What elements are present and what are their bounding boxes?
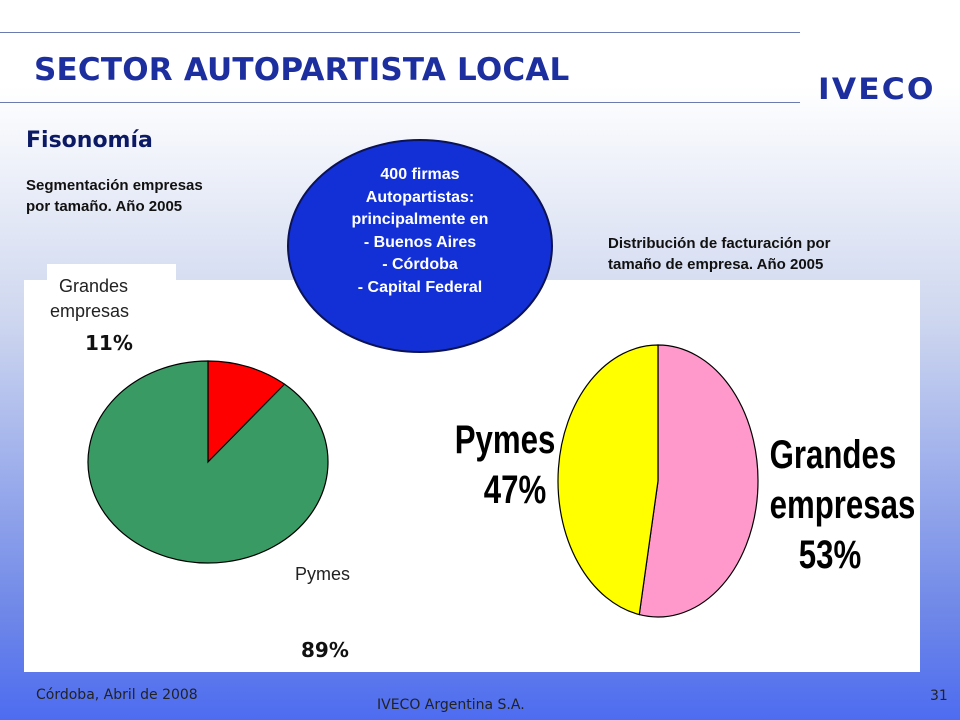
right-chart-caption-line: Distribución de facturación por <box>608 235 831 252</box>
callout-text: 400 firmas Autopartistas: principalmente… <box>305 164 535 299</box>
pie1-label-pymes: Pymes <box>295 564 351 584</box>
pie2-label-pymes: Pymes <box>454 418 556 462</box>
iveco-logo: IVECO <box>818 72 936 106</box>
pie2-value-grandes: 53% <box>798 533 862 577</box>
pie2-slice-pymes <box>557 344 659 616</box>
left-chart-caption-line: por tamaño. Año 2005 <box>26 198 183 215</box>
pie1-label-grandes-line: empresas <box>50 301 130 321</box>
callout-line: principalmente en <box>351 211 489 228</box>
right-chart-caption-line: tamaño de empresa. Año 2005 <box>608 256 824 273</box>
page-title: SECTOR AUTOPARTISTA LOCAL <box>34 52 570 88</box>
pie1-slice-grandes <box>207 360 286 464</box>
pie2-label-grandes: Grandes empresas <box>769 430 916 530</box>
pie2-label-grandes-line: Grandes <box>769 433 897 477</box>
pie2-label-grandes-line: empresas <box>769 483 916 527</box>
pie1-slice-pymes <box>87 360 329 564</box>
pie2-label-pymes-line: Pymes <box>454 418 556 462</box>
callout-line: 400 firmas <box>380 166 460 183</box>
footer-location-date: Córdoba, Abril de 2008 <box>36 687 198 703</box>
label-tab <box>47 264 176 286</box>
pie1-group <box>87 360 329 564</box>
callout-line: - Capital Federal <box>357 278 483 296</box>
pie2-slice-grandes <box>638 344 759 618</box>
footer-page-number: 31 <box>930 688 948 704</box>
left-chart-caption-line: Segmentación empresas <box>26 177 203 194</box>
pie1-label-grandes: Grandes empresas <box>50 274 129 324</box>
pie2-group <box>557 344 759 618</box>
right-chart-caption: Distribución de facturación por tamaño d… <box>608 233 831 275</box>
callout-ellipse <box>287 139 553 353</box>
section-subtitle: Fisonomía <box>26 128 153 153</box>
callout-line: Autopartistas: <box>365 188 475 206</box>
pie1-value-pymes: 89% <box>301 638 349 662</box>
title-rule <box>0 102 800 103</box>
callout-line: - Buenos Aires <box>363 233 477 251</box>
pie1-value-grandes: 11% <box>85 331 133 355</box>
pie1-label-grandes-line: Grandes <box>59 276 129 296</box>
pie2-value-pymes: 47% <box>483 468 547 512</box>
top-rule <box>0 32 800 33</box>
footer-company: IVECO Argentina S.A. <box>377 697 525 713</box>
callout-line: - Córdoba <box>382 256 458 273</box>
left-chart-caption: Segmentación empresas por tamaño. Año 20… <box>26 175 203 217</box>
